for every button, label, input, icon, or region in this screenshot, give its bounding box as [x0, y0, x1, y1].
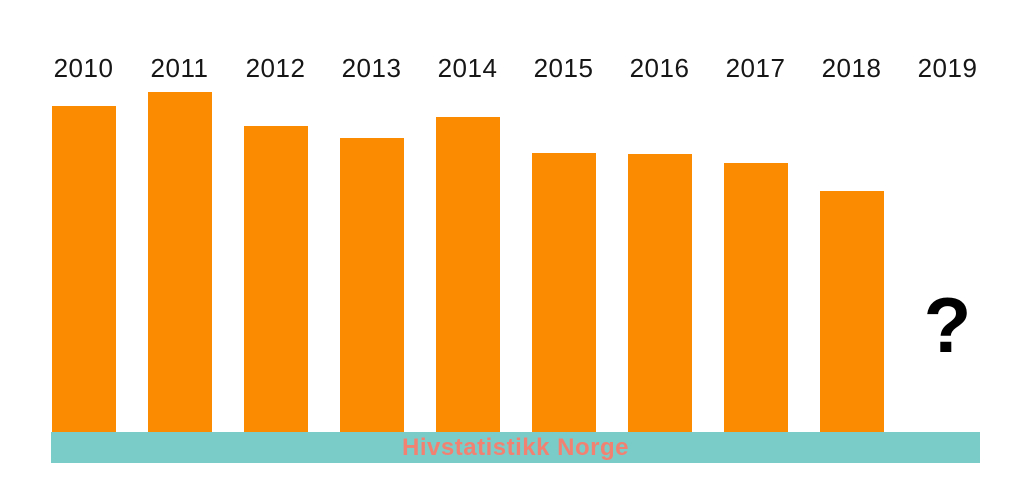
x-tick-label-2015: 2015 [533, 53, 594, 83]
chart-column-2011: 2011 [132, 0, 228, 432]
bar-2015 [531, 153, 596, 432]
bar-2014 [435, 117, 500, 432]
missing-value-question-mark: ? [923, 281, 972, 369]
x-tick-label-2013: 2013 [341, 53, 402, 83]
x-tick-label-2010: 2010 [53, 53, 114, 83]
chart-column-2015: 2015 [516, 0, 612, 432]
chart-column-2017: 2017 [708, 0, 804, 432]
chart-column-2010: 2010 [36, 0, 132, 432]
bar-2013 [339, 138, 404, 432]
chart-column-2014: 2014 [420, 0, 516, 432]
plot-area: 2010 2011 2012 2013 2014 2015 2016 2017 2018 2019… [36, 0, 996, 432]
chart-title: Hivstatistikk Norge [402, 434, 629, 461]
bar-2012 [243, 126, 308, 432]
x-tick-label-2011: 2011 [150, 53, 209, 83]
bar-2010 [51, 106, 116, 432]
bar-2016 [627, 154, 692, 432]
x-tick-label-2012: 2012 [245, 53, 306, 83]
bar-2017 [723, 163, 788, 432]
chart-column-2012: 2012 [228, 0, 324, 432]
x-tick-label-2019: 2019 [917, 53, 978, 83]
x-tick-label-2014: 2014 [437, 53, 498, 83]
chart-column-2016: 2016 [612, 0, 708, 432]
bar-2011 [147, 92, 212, 432]
chart-column-2019: 2019? [900, 0, 996, 432]
x-tick-label-2018: 2018 [821, 53, 882, 83]
bar-2018 [819, 191, 884, 432]
x-tick-label-2016: 2016 [629, 53, 690, 83]
chart-column-2013: 2013 [324, 0, 420, 432]
footer-banner: Hivstatistikk Norge [51, 432, 980, 463]
chart-column-2018: 2018 [804, 0, 900, 432]
x-tick-label-2017: 2017 [725, 53, 786, 83]
